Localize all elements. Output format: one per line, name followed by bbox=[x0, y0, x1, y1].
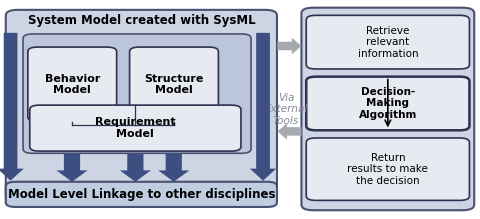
Text: Model Level Linkage to other disciplines: Model Level Linkage to other disciplines bbox=[8, 188, 275, 201]
FancyBboxPatch shape bbox=[306, 77, 469, 130]
FancyBboxPatch shape bbox=[23, 34, 251, 153]
FancyBboxPatch shape bbox=[130, 47, 218, 122]
Text: Structure
Model: Structure Model bbox=[144, 74, 204, 95]
FancyBboxPatch shape bbox=[30, 105, 241, 151]
Text: Return
results to make
the decision: Return results to make the decision bbox=[348, 153, 428, 186]
FancyBboxPatch shape bbox=[306, 138, 469, 200]
Polygon shape bbox=[250, 33, 276, 181]
Polygon shape bbox=[277, 38, 301, 54]
Polygon shape bbox=[0, 33, 24, 181]
Polygon shape bbox=[120, 153, 151, 182]
Text: Behavior
Model: Behavior Model bbox=[45, 74, 100, 95]
FancyBboxPatch shape bbox=[6, 182, 277, 207]
Text: Retrieve
relevant
information: Retrieve relevant information bbox=[358, 26, 418, 59]
FancyBboxPatch shape bbox=[306, 15, 469, 69]
FancyBboxPatch shape bbox=[28, 47, 117, 122]
Polygon shape bbox=[57, 153, 87, 182]
Polygon shape bbox=[277, 123, 301, 140]
Text: Via
External
Tools: Via External Tools bbox=[264, 93, 308, 126]
Text: Decision-
Making
Algorithm: Decision- Making Algorithm bbox=[359, 87, 417, 120]
FancyBboxPatch shape bbox=[6, 10, 277, 201]
FancyBboxPatch shape bbox=[301, 8, 474, 210]
Polygon shape bbox=[158, 153, 189, 182]
Text: System Model created with SysML: System Model created with SysML bbox=[28, 14, 255, 27]
Text: Requirement
Model: Requirement Model bbox=[95, 117, 176, 139]
